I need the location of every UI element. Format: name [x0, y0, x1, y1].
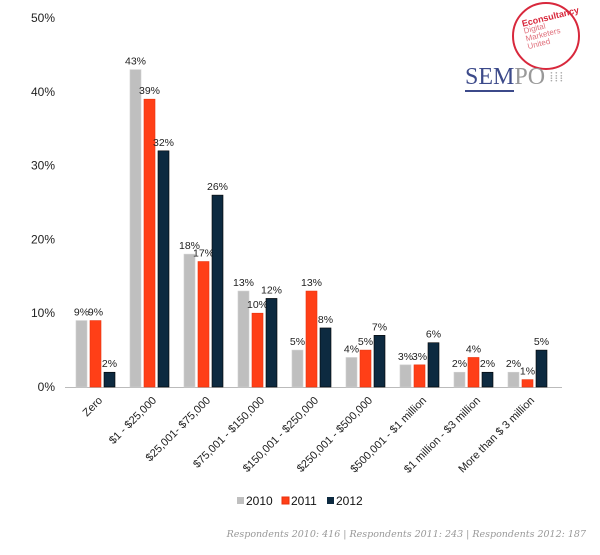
bar-chart: 0% 10% 20% 30% 40% 50% 9%9% 2% Zero 43% 39% 32% $1 -…: [31, 11, 562, 508]
bar-2012: [265, 298, 278, 388]
bar-2011: [521, 379, 534, 388]
y-tick-label: 0%: [38, 380, 56, 394]
bar-2010: [453, 371, 466, 388]
bar-2010: [291, 349, 304, 388]
bar-2010: [129, 69, 142, 388]
bar-2012: [103, 371, 116, 388]
bar-2010: [345, 357, 358, 388]
bar-2012: [319, 327, 332, 388]
data-label: 6%: [426, 329, 441, 341]
x-tick-label: $1 - $25,000: [107, 395, 159, 447]
x-tick-label: Zero: [81, 395, 105, 419]
data-label: 32%: [153, 137, 174, 149]
data-label: 2%: [506, 358, 521, 370]
y-tick-label: 10%: [31, 306, 55, 320]
legend-swatch-2011: [281, 496, 290, 505]
legend-label: 2011: [291, 494, 317, 508]
dots-icon: ⁞⁞⁞: [545, 70, 565, 86]
bar-2011: [413, 364, 426, 388]
bar-2012: [481, 371, 494, 388]
data-label: 4%: [344, 343, 359, 355]
y-tick-label: 40%: [31, 85, 55, 99]
bar-2012: [211, 194, 224, 388]
bar-2010: [237, 290, 250, 388]
data-label: 1%: [520, 366, 535, 378]
bar-2011: [143, 98, 156, 388]
legend-swatch-2010: [237, 497, 244, 504]
data-label: 17%: [193, 248, 214, 260]
data-label: 13%: [233, 277, 254, 289]
data-label: 43%: [125, 56, 146, 68]
data-label: 2%: [452, 358, 467, 370]
data-label: 3%: [398, 351, 413, 363]
sempo-logo: SEMPO ⁞⁞⁞: [465, 64, 565, 92]
bar-2011: [467, 357, 480, 388]
data-label: 4%: [466, 343, 481, 355]
y-tick-label: 20%: [31, 232, 55, 246]
bar-2012: [373, 335, 386, 388]
y-tick-label: 50%: [31, 11, 55, 25]
data-label: 18%: [179, 240, 200, 252]
bar-2012: [427, 342, 440, 388]
data-label: 5%: [290, 336, 305, 348]
bar-2011: [359, 349, 372, 388]
bar-2012: [535, 349, 548, 388]
data-label: 10%: [247, 299, 268, 311]
data-label: 39%: [139, 85, 160, 97]
data-label: 9%: [88, 307, 103, 319]
bar-2010: [75, 320, 88, 388]
y-tick-label: 30%: [31, 159, 55, 173]
respondents-footnote: Respondents 2010: 416 | Respondents 2011…: [226, 529, 586, 540]
bar-2011: [251, 312, 264, 388]
data-label: 9%: [74, 307, 89, 319]
data-label: 5%: [534, 336, 549, 348]
bar-2012: [157, 150, 170, 388]
data-label: 2%: [480, 358, 495, 370]
bar-2010: [507, 371, 520, 388]
bar-2011: [305, 290, 318, 388]
data-label: 7%: [372, 321, 387, 333]
data-label: 12%: [261, 284, 282, 296]
data-label: 3%: [412, 351, 427, 363]
econsultancy-logo: [512, 2, 580, 70]
legend-label: 2012: [336, 494, 363, 508]
data-label: 8%: [318, 314, 333, 326]
sempo-logo-text: SEM: [465, 64, 515, 92]
bar-2010: [183, 253, 196, 388]
data-label: 13%: [301, 277, 322, 289]
bar-2010: [399, 364, 412, 388]
sempo-logo-text-2: PO: [514, 64, 546, 90]
data-label: 2%: [102, 358, 117, 370]
data-label: 5%: [358, 336, 373, 348]
legend-label: 2010: [246, 494, 273, 508]
bar-2011: [89, 320, 102, 388]
data-label: 26%: [207, 181, 228, 193]
bar-2011: [197, 261, 210, 388]
legend-swatch-2012: [327, 497, 334, 504]
